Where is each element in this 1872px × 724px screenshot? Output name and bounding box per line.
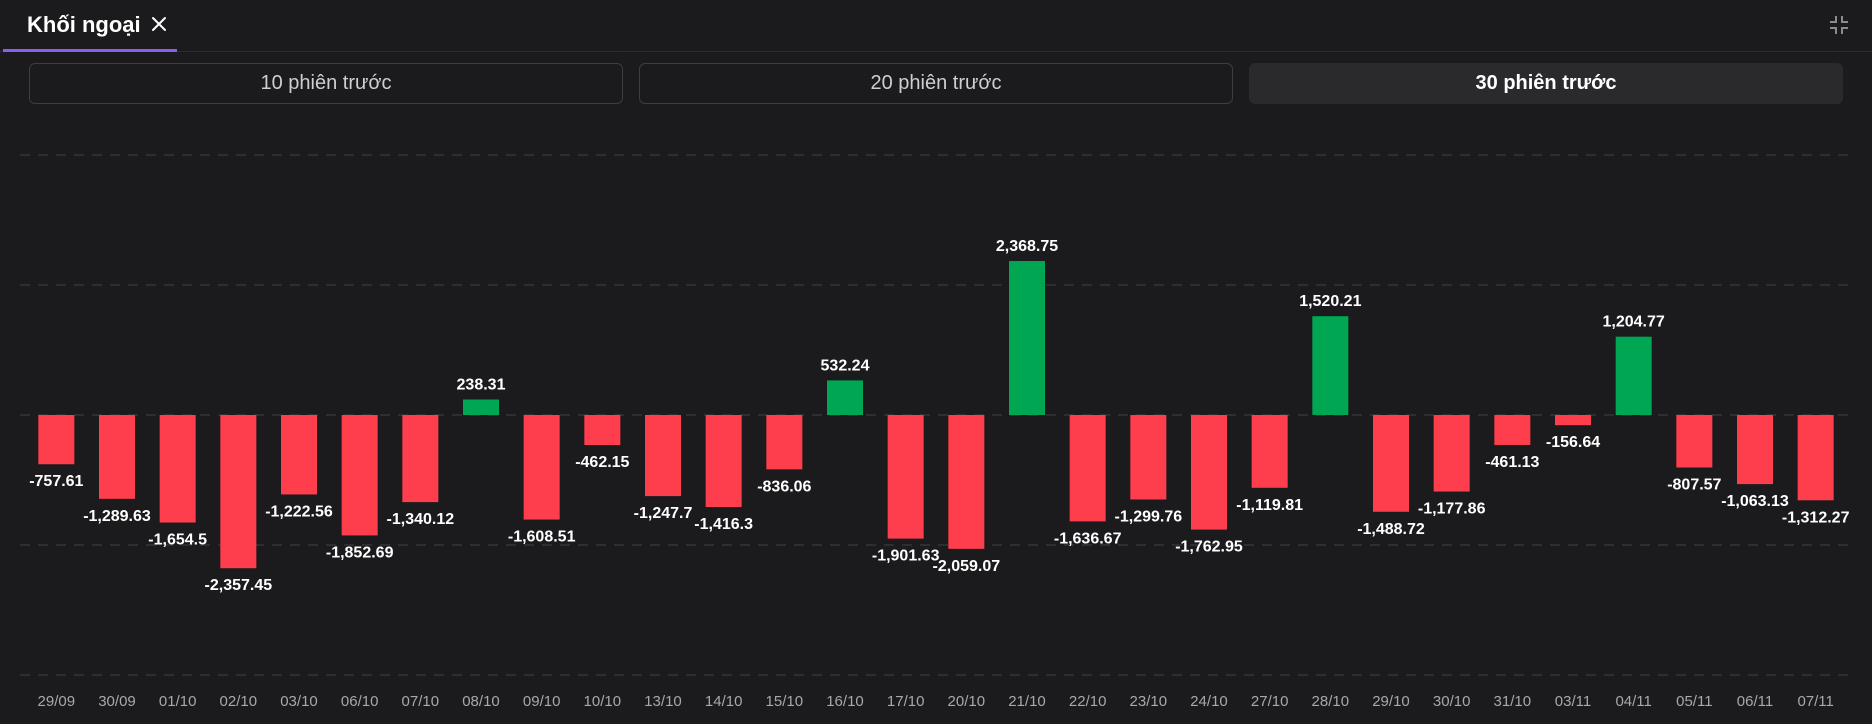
x-tick-label: 15/10 <box>766 693 804 710</box>
data-label: -1,608.51 <box>508 529 576 546</box>
x-tick-label: 17/10 <box>887 693 925 710</box>
bar-06-10[interactable] <box>341 415 378 536</box>
data-label: 2,368.75 <box>996 238 1058 255</box>
x-tick-label: 03/11 <box>1555 693 1591 710</box>
bar-27-10[interactable] <box>1251 415 1288 488</box>
bar-02-10[interactable] <box>220 415 257 569</box>
data-label: -2,059.07 <box>933 558 1001 575</box>
x-tick-label: 27/10 <box>1251 693 1289 710</box>
x-tick-label: 07/10 <box>402 693 440 710</box>
data-label: -1,247.7 <box>634 505 693 522</box>
bar-03-10[interactable] <box>281 415 317 495</box>
x-tick-label: 14/10 <box>705 693 743 710</box>
data-label: -757.61 <box>29 473 83 490</box>
data-label: -462.15 <box>575 454 629 471</box>
data-label: 532.24 <box>821 357 870 374</box>
x-tick-label: 01/10 <box>159 693 197 710</box>
bar-10-10[interactable] <box>584 415 621 446</box>
x-tick-label: 30/09 <box>98 693 136 710</box>
data-label: -1,177.86 <box>1418 501 1486 518</box>
bar-09-10[interactable] <box>523 415 560 520</box>
bar-07-11[interactable] <box>1797 415 1834 501</box>
segment-20-sessions[interactable]: 20 phiên trước <box>639 63 1233 104</box>
data-label: -1,063.13 <box>1721 493 1789 510</box>
bar-04-11[interactable] <box>1615 336 1652 415</box>
tab-khoi-ngoai[interactable]: Khối ngoại <box>3 0 177 52</box>
x-tick-label: 05/11 <box>1676 693 1712 710</box>
x-tick-label: 13/10 <box>644 693 682 710</box>
x-tick-label: 29/10 <box>1372 693 1410 710</box>
x-tick-label: 02/10 <box>220 693 258 710</box>
bar-24-10[interactable] <box>1191 415 1227 530</box>
data-label: -1,289.63 <box>83 508 151 525</box>
data-label: -1,654.5 <box>148 532 207 549</box>
bar-14-10[interactable] <box>705 415 742 508</box>
data-label: -1,636.67 <box>1054 530 1122 547</box>
bar-01-10[interactable] <box>159 415 196 523</box>
bar-20-10[interactable] <box>948 415 985 549</box>
bar-30-09[interactable] <box>99 415 135 499</box>
x-tick-label: 20/10 <box>948 693 986 710</box>
bar-22-10[interactable] <box>1069 415 1106 522</box>
data-label: -156.64 <box>1546 434 1600 451</box>
data-label: -1,312.27 <box>1782 509 1850 526</box>
x-tick-label: 16/10 <box>826 693 864 710</box>
data-label: -836.06 <box>757 478 811 495</box>
close-icon[interactable] <box>147 12 171 36</box>
x-tick-label: 10/10 <box>584 693 622 710</box>
data-label: -807.57 <box>1667 476 1721 493</box>
segment-10-sessions[interactable]: 10 phiên trước <box>29 63 623 104</box>
bar-29-09[interactable] <box>38 415 75 465</box>
bar-07-10[interactable] <box>402 415 439 503</box>
bar-08-10[interactable] <box>463 399 499 415</box>
x-tick-label: 03/10 <box>280 693 318 710</box>
bar-31-10[interactable] <box>1494 415 1531 445</box>
bar-13-10[interactable] <box>645 415 681 497</box>
x-tick-label: 09/10 <box>523 693 561 710</box>
x-tick-label: 28/10 <box>1312 693 1350 710</box>
bar-29-10[interactable] <box>1373 415 1409 512</box>
data-label: -1,299.76 <box>1115 508 1183 525</box>
data-label: 238.31 <box>457 377 506 394</box>
data-label: -1,416.3 <box>694 516 753 533</box>
x-tick-label: 07/11 <box>1797 693 1833 710</box>
x-tick-label: 04/11 <box>1615 693 1651 710</box>
tab-title: Khối ngoại <box>27 12 141 37</box>
bar-30-10[interactable] <box>1433 415 1470 492</box>
data-label: -1,762.95 <box>1175 539 1243 556</box>
data-label: -1,340.12 <box>387 511 455 528</box>
bar-16-10[interactable] <box>827 380 863 415</box>
data-label: -461.13 <box>1485 454 1539 471</box>
x-tick-label: 31/10 <box>1494 693 1532 710</box>
data-label: 1,520.21 <box>1299 293 1361 310</box>
x-tick-label: 24/10 <box>1190 693 1228 710</box>
bar-23-10[interactable] <box>1130 415 1167 500</box>
x-tick-label: 30/10 <box>1433 693 1471 710</box>
x-tick-label: 06/10 <box>341 693 379 710</box>
x-tick-label: 23/10 <box>1130 693 1168 710</box>
data-label: -1,222.56 <box>265 503 333 520</box>
segment-30-sessions[interactable]: 30 phiên trước <box>1249 63 1843 104</box>
data-label: -1,488.72 <box>1357 521 1425 538</box>
collapse-icon[interactable] <box>1828 14 1850 36</box>
bar-17-10[interactable] <box>887 415 924 539</box>
bar-21-10[interactable] <box>1009 261 1045 415</box>
top-bar: Khối ngoại <box>0 0 1872 52</box>
x-tick-label: 21/10 <box>1008 693 1046 710</box>
x-tick-label: 06/11 <box>1737 693 1773 710</box>
data-label: -1,901.63 <box>872 548 940 565</box>
x-tick-label: 22/10 <box>1069 693 1107 710</box>
data-label: -1,852.69 <box>326 544 394 561</box>
bar-05-11[interactable] <box>1676 415 1713 468</box>
x-tick-label: 29/09 <box>38 693 76 710</box>
bar-06-11[interactable] <box>1737 415 1773 485</box>
bar-15-10[interactable] <box>766 415 803 470</box>
data-label: -2,357.45 <box>205 577 273 594</box>
data-label: 1,204.77 <box>1603 314 1665 331</box>
data-label: -1,119.81 <box>1236 497 1303 514</box>
bar-28-10[interactable] <box>1312 316 1349 415</box>
x-tick-label: 08/10 <box>462 693 500 710</box>
bar-03-11[interactable] <box>1555 415 1591 426</box>
